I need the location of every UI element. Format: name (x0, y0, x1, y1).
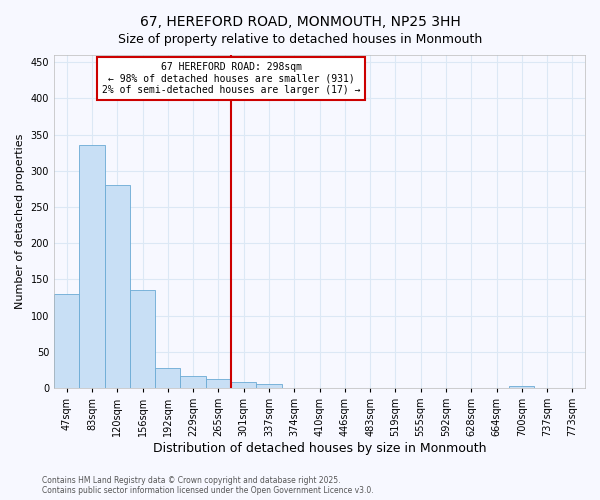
Bar (130, 290, 155, 388)
Bar (79, 146, 104, 388)
Bar (206, 379, 231, 388)
Bar (104, 186, 130, 388)
Bar (256, 384, 281, 388)
Text: Contains HM Land Registry data © Crown copyright and database right 2025.
Contai: Contains HM Land Registry data © Crown c… (42, 476, 374, 495)
X-axis label: Distribution of detached houses by size in Monmouth: Distribution of detached houses by size … (153, 442, 486, 455)
Y-axis label: Number of detached properties: Number of detached properties (15, 134, 25, 309)
Text: Size of property relative to detached houses in Monmouth: Size of property relative to detached ho… (118, 32, 482, 46)
Text: 67, HEREFORD ROAD, MONMOUTH, NP25 3HH: 67, HEREFORD ROAD, MONMOUTH, NP25 3HH (140, 15, 460, 29)
Bar (155, 368, 181, 388)
Bar (231, 382, 256, 388)
Bar (181, 376, 206, 388)
Bar (509, 386, 535, 388)
Text: 67 HEREFORD ROAD: 298sqm
← 98% of detached houses are smaller (931)
2% of semi-d: 67 HEREFORD ROAD: 298sqm ← 98% of detach… (102, 62, 360, 96)
Bar (54, 294, 79, 388)
